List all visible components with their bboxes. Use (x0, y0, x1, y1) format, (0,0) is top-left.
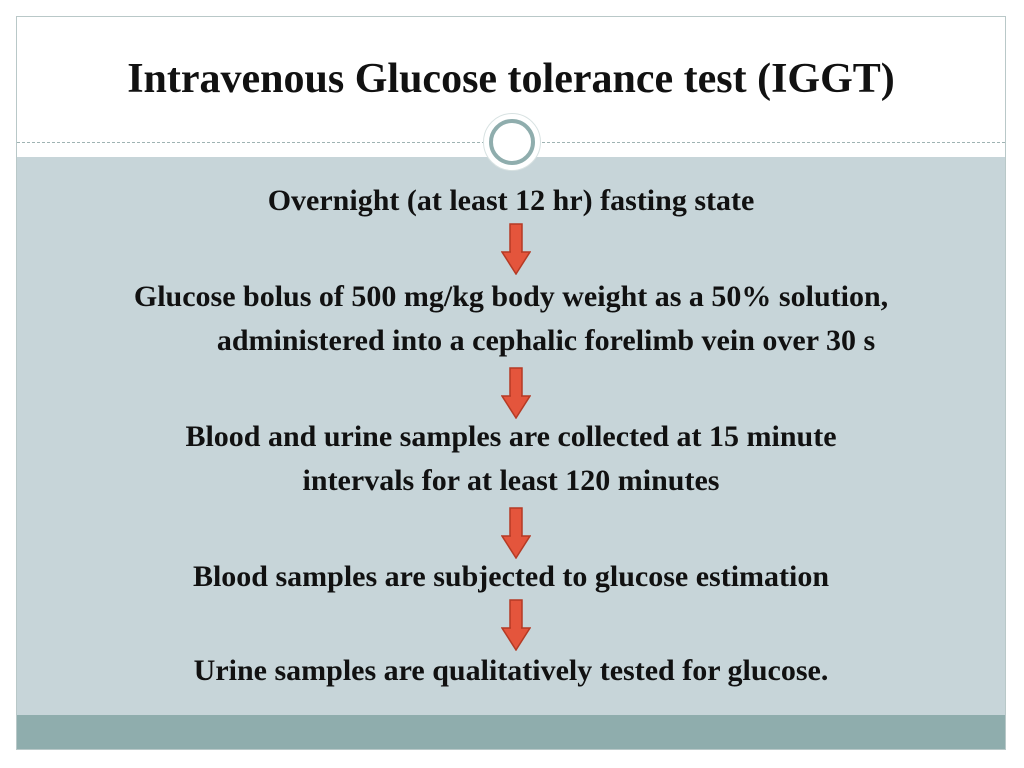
step-sample-collection-line1: Blood and urine samples are collected at… (185, 420, 837, 453)
down-arrow-icon (501, 223, 531, 275)
step-glucose-bolus-line1: Glucose bolus of 500 mg/kg body weight a… (133, 280, 889, 313)
step-glucose-bolus-line2: administered into a cephalic forelimb ve… (216, 324, 876, 357)
bottom-band (17, 715, 1005, 749)
slide-title: Intravenous Glucose tolerance test (IGGT… (127, 56, 895, 102)
circle-ornament-icon (483, 113, 541, 171)
step-glucose-estimation: Blood samples are subjected to glucose e… (17, 555, 1005, 599)
step-fasting-text: Overnight (at least 12 hr) fasting state (267, 184, 755, 217)
step-fasting: Overnight (at least 12 hr) fasting state (17, 179, 1005, 223)
slide: Intravenous Glucose tolerance test (IGGT… (16, 16, 1006, 750)
step-sample-collection: Blood and urine samples are collected at… (17, 415, 1005, 503)
down-arrow-icon (501, 507, 531, 559)
step-urine-testing: Urine samples are qualitatively tested f… (17, 649, 1005, 693)
content-area: Overnight (at least 12 hr) fasting state… (17, 157, 1005, 715)
step-urine-testing-text: Urine samples are qualitatively tested f… (193, 654, 829, 687)
step-sample-collection-line2: intervals for at least 120 minutes (302, 464, 720, 497)
down-arrow-icon (501, 367, 531, 419)
circle-ornament-ring (489, 119, 535, 165)
down-arrow-icon (501, 599, 531, 651)
step-glucose-estimation-text: Blood samples are subjected to glucose e… (192, 560, 830, 593)
step-glucose-bolus: Glucose bolus of 500 mg/kg body weight a… (17, 275, 1005, 363)
